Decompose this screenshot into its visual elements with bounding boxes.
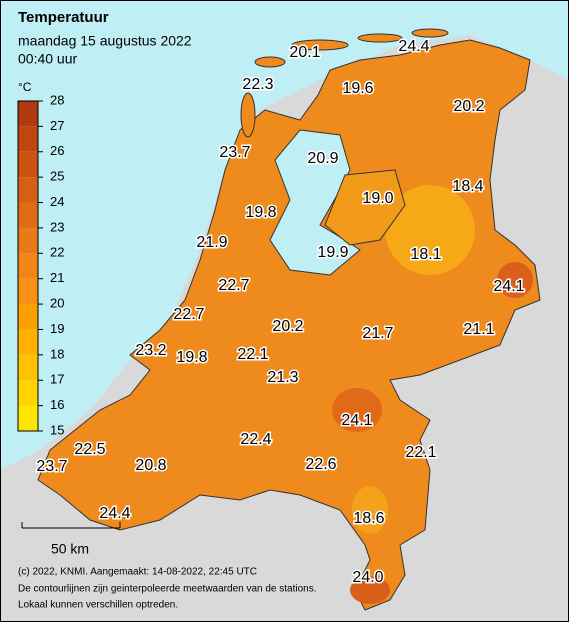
tick-label: 27 [50,118,64,133]
color-step [18,278,38,305]
tick-label: 16 [50,397,64,412]
flevoland [324,169,406,246]
station-value: 19.9 [317,244,348,261]
station-value: 23.7 [36,458,67,475]
station-value: 22.6 [305,456,336,473]
footer: (c) 2022, KNMI. Aangemaakt: 14-08-2022, … [18,567,257,578]
island [411,28,449,38]
station-value: 24.0 [352,569,383,586]
lake [269,129,361,276]
station-value: 23.7 [219,144,250,161]
station-value: 21.7 [362,325,393,342]
station-value: 19.6 [342,80,373,97]
station-value: 18.4 [452,178,483,195]
color-step [18,354,38,381]
station-value: 18.6 [353,510,384,527]
station-value: 20.2 [272,318,303,335]
colorbar: 15 16 17 18 19 20 21 22 23 24 25 26 27 28 [17,92,64,437]
color-step [18,202,38,228]
hot-zone [497,262,533,298]
tick-label: 23 [50,219,64,234]
station-value: 19.8 [245,204,276,221]
tick-label: 17 [50,372,64,387]
station-value: 19.8 [176,349,207,366]
station-value: 24.1 [493,278,524,295]
tick-label: 21 [50,270,64,285]
colorbar-frame [17,100,39,432]
station-value: 20.1 [289,44,320,61]
scale-label: 50 km [51,541,89,557]
hot-zone [350,576,390,604]
color-step [18,253,38,279]
color-step [18,304,38,330]
station-value: 22.4 [240,431,271,448]
station-value: 20.8 [135,457,166,474]
footer: De contourlijnen zijn geinterpoleerde me… [18,584,317,595]
color-step [18,151,38,178]
station-value: 22.3 [242,76,273,93]
color-step [18,227,38,254]
sea [0,0,569,470]
time: 00:40 uur [18,51,77,67]
station-value: 21.9 [196,234,227,251]
station-value: 22.7 [173,306,204,323]
tick-label: 20 [50,296,64,311]
station-value: 22.5 [74,441,105,458]
station-value: 19.0 [362,190,393,207]
station-value: 22.1 [237,346,268,363]
islands [240,28,449,138]
station-value: 24.4 [398,38,429,55]
station-value: 23.2 [135,342,166,359]
station-value: 20.2 [453,98,484,115]
hot-zone [332,388,382,432]
color-step [18,380,38,406]
tick-label: 25 [50,169,64,184]
color-step [18,329,38,355]
tick-label: 26 [50,143,64,158]
color-step [18,405,38,431]
color-step [18,126,38,152]
tick-label: 19 [50,321,64,336]
tick-label: 15 [50,422,64,437]
station-value: 21.3 [267,369,298,386]
station-value: 24.4 [99,505,130,522]
tick-label: 18 [50,346,64,361]
country [37,39,541,611]
cool-zone [352,486,388,534]
station-value: 21.1 [463,321,494,338]
title: Temperatuur [18,9,109,26]
tick-label: 24 [50,194,64,209]
station-value: 22.7 [218,277,249,294]
station-value: 24.1 [341,412,372,429]
island [254,56,286,68]
date: maandag 15 augustus 2022 [18,33,192,49]
station-value: 22.1 [405,444,436,461]
island [357,33,403,43]
stations: 20.1 24.4 22.3 19.6 20.2 23.7 20.9 19.0 18.4 19.8… [35,37,526,588]
unit: °C [18,80,32,94]
color-step [18,177,38,203]
station-value: 18.1 [410,246,441,263]
footer: Lokaal kunnen verschillen optreden. [18,600,178,611]
island [291,39,349,51]
tick-label: 28 [50,92,64,107]
cool-zone [385,185,475,275]
tick-label: 22 [50,245,64,260]
island [240,92,256,138]
station-value: 20.9 [307,150,338,167]
color-step [18,101,38,127]
